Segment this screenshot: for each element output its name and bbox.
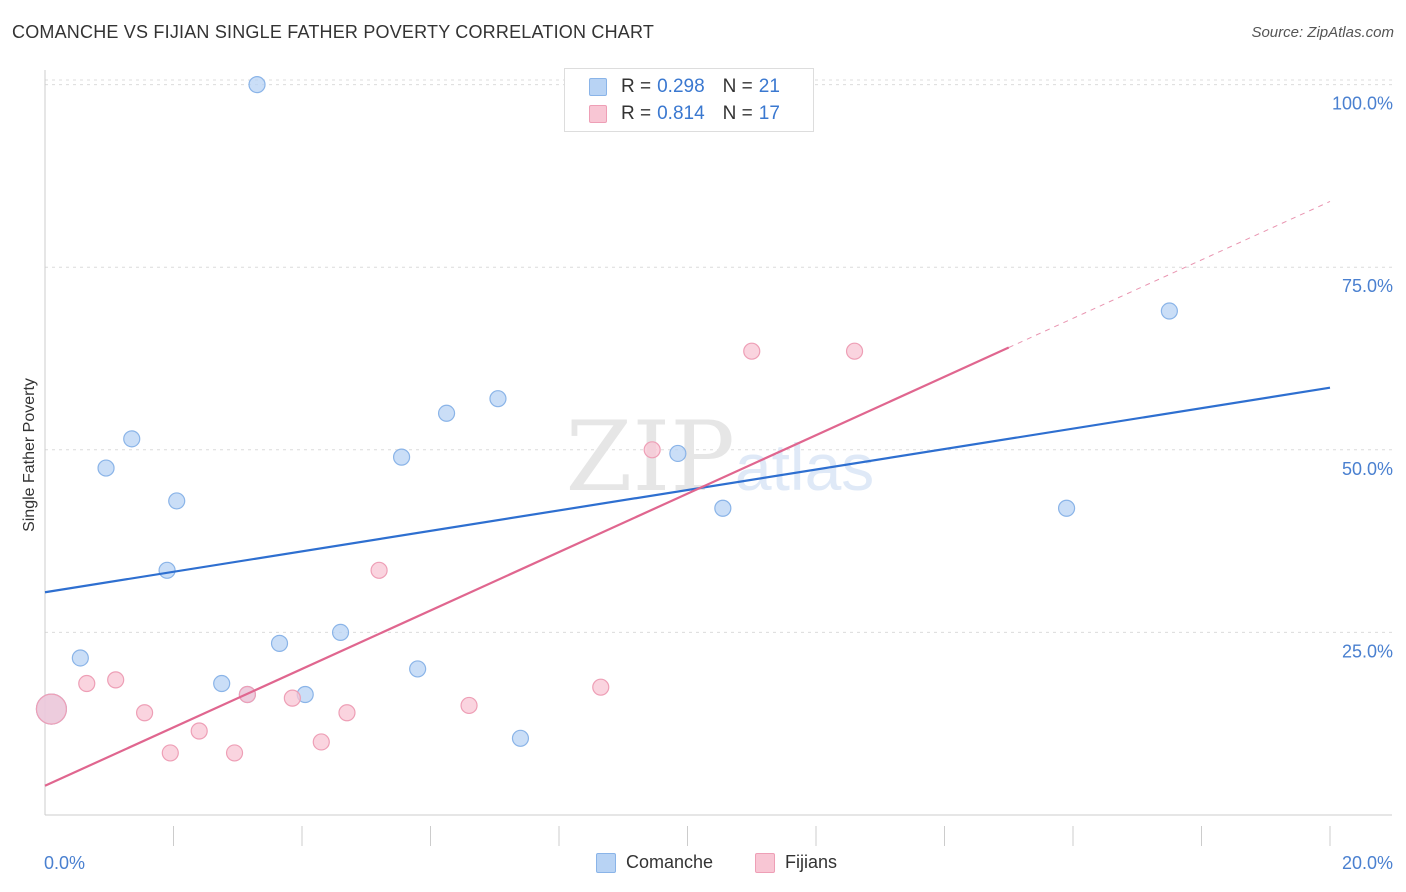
fijians-trend-extension xyxy=(1008,201,1331,349)
axes xyxy=(44,70,1392,846)
y-tick-label: 100.0% xyxy=(1332,94,1393,114)
fijians-point xyxy=(312,733,330,751)
legend-row-comanche: R = 0.298 N = 21 xyxy=(589,75,780,99)
fijians-point xyxy=(370,561,388,579)
comanche-point xyxy=(213,674,231,693)
r-value: 0.814 xyxy=(657,103,705,124)
n-value: 21 xyxy=(758,76,780,97)
fijians-legend-swatch xyxy=(755,852,775,873)
r-label: R = xyxy=(621,76,652,97)
comanche-point xyxy=(714,499,732,517)
fijians-point xyxy=(743,342,761,360)
legend-item-comanche[interactable]: Comanche xyxy=(596,852,713,873)
x-tick-label-min: 0.0% xyxy=(44,853,85,873)
watermark-atlas: atlas xyxy=(735,430,874,504)
comanche-point xyxy=(248,76,266,94)
fijians-point xyxy=(190,722,208,740)
series-legend: Comanche Fijians xyxy=(0,852,1406,876)
comanche-point xyxy=(437,404,456,422)
comanche-point xyxy=(71,649,89,667)
comanche-point xyxy=(1160,302,1178,320)
y-tick-label: 25.0% xyxy=(1342,641,1393,661)
comanche-point xyxy=(168,492,186,510)
data-points xyxy=(35,76,1178,762)
fijians-point xyxy=(78,674,96,693)
legend-row-fijians: R = 0.814 N = 17 xyxy=(589,102,780,126)
fijians-point xyxy=(135,704,154,722)
y-axis-label: Single Father Poverty xyxy=(21,378,38,532)
comanche-point xyxy=(97,459,115,477)
gridlines xyxy=(45,79,1392,633)
fijians-point xyxy=(107,671,125,689)
n-value: 17 xyxy=(758,103,780,124)
legend-label-comanche: Comanche xyxy=(626,852,714,872)
n-label: N = xyxy=(722,103,753,124)
comanche-swatch xyxy=(589,78,607,96)
comanche-point xyxy=(489,390,507,408)
source-credit: Source: ZipAtlas.com xyxy=(1251,24,1394,41)
r-value: 0.298 xyxy=(657,76,705,97)
fijians-point xyxy=(35,693,68,725)
fijians-point xyxy=(161,744,179,762)
fijians-point xyxy=(338,704,356,722)
comanche-point xyxy=(158,561,176,579)
comanche-trend-line xyxy=(44,386,1331,594)
fijians-point xyxy=(592,678,610,696)
stats-legend: R = 0.298 N = 21 R = 0.814 N = 17 xyxy=(564,68,814,132)
fijians-point xyxy=(845,342,864,360)
comanche-point xyxy=(392,448,411,466)
fijians-point xyxy=(460,696,478,715)
n-label: N = xyxy=(722,76,753,97)
comanche-point xyxy=(270,634,289,652)
chart-title: COMANCHE VS FIJIAN SINGLE FATHER POVERTY… xyxy=(12,22,655,42)
watermark: ZIPatlas xyxy=(566,401,875,513)
comanche-legend-swatch xyxy=(596,852,616,873)
fijians-point xyxy=(283,689,301,707)
trend-lines xyxy=(44,201,1331,787)
fijians-swatch xyxy=(589,105,607,123)
comanche-point xyxy=(511,729,530,747)
fijians-point xyxy=(225,744,244,762)
comanche-point xyxy=(669,444,687,463)
comanche-point xyxy=(1057,499,1076,517)
fijians-point xyxy=(643,441,661,459)
comanche-point xyxy=(331,623,350,642)
legend-item-fijians[interactable]: Fijians xyxy=(755,852,837,873)
y-tick-label: 50.0% xyxy=(1342,459,1393,479)
legend-label-fijians: Fijians xyxy=(785,852,838,872)
comanche-point xyxy=(123,430,141,448)
comanche-point xyxy=(409,660,427,678)
x-tick-label-max: 20.0% xyxy=(1342,853,1393,873)
tick-labels: 25.0% 50.0% 75.0% 100.0% 0.0% 20.0% xyxy=(44,94,1393,873)
fijians-trend-line xyxy=(44,346,1010,787)
y-tick-label: 75.0% xyxy=(1342,276,1393,296)
r-label: R = xyxy=(621,103,652,124)
